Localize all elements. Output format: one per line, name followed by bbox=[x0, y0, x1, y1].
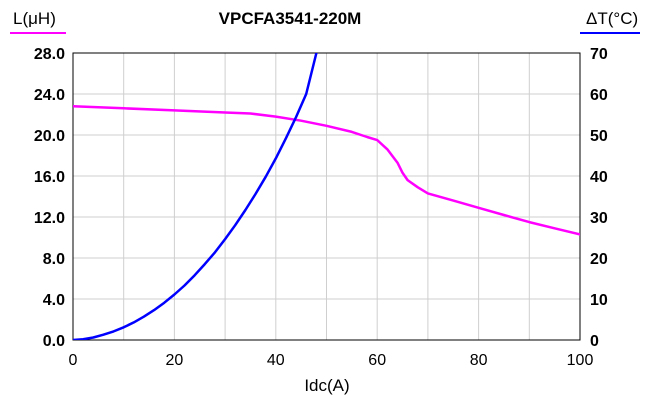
y-right-tick-label: 30 bbox=[590, 210, 608, 227]
x-tick-label: 40 bbox=[267, 352, 285, 369]
y-left-tick-label: 28.0 bbox=[34, 46, 65, 63]
y-right-tick-label: 60 bbox=[590, 87, 608, 104]
series-layer bbox=[73, 53, 580, 340]
y-left-tick-label: 0.0 bbox=[43, 333, 65, 350]
grid bbox=[73, 53, 580, 340]
y-right-tick-label: 0 bbox=[590, 333, 599, 350]
y-left-tick-label: 8.0 bbox=[43, 251, 65, 268]
left-axis-label: L(μH) bbox=[13, 9, 56, 28]
tick-labels: 0 20 40 60 80 1000.04.08.012.016.020.024.028.… bbox=[34, 46, 608, 369]
x-tick-label: 80 bbox=[470, 352, 488, 369]
y-right-tick-label: 70 bbox=[590, 46, 608, 63]
y-left-tick-label: 16.0 bbox=[34, 169, 65, 186]
x-axis-label: Idc(A) bbox=[304, 376, 349, 395]
y-left-tick-label: 4.0 bbox=[43, 292, 65, 309]
x-tick-label: 0 bbox=[69, 352, 78, 369]
right-axis-label: ΔT(°C) bbox=[586, 9, 638, 28]
x-tick-label: 60 bbox=[368, 352, 386, 369]
y-left-tick-label: 24.0 bbox=[34, 87, 65, 104]
y-right-tick-label: 40 bbox=[590, 169, 608, 186]
y-left-tick-label: 12.0 bbox=[34, 210, 65, 227]
x-tick-label: 100 bbox=[567, 352, 594, 369]
y-left-tick-label: 20.0 bbox=[34, 128, 65, 145]
inductance-line bbox=[73, 105, 580, 236]
temperature-rise-line bbox=[73, 53, 318, 340]
y-right-tick-label: 50 bbox=[590, 128, 608, 145]
y-right-tick-label: 10 bbox=[590, 292, 608, 309]
x-tick-label: 20 bbox=[166, 352, 184, 369]
y-right-tick-label: 20 bbox=[590, 251, 608, 268]
plot-frame bbox=[72, 52, 581, 341]
chart-title: VPCFA3541-220M bbox=[219, 9, 362, 28]
